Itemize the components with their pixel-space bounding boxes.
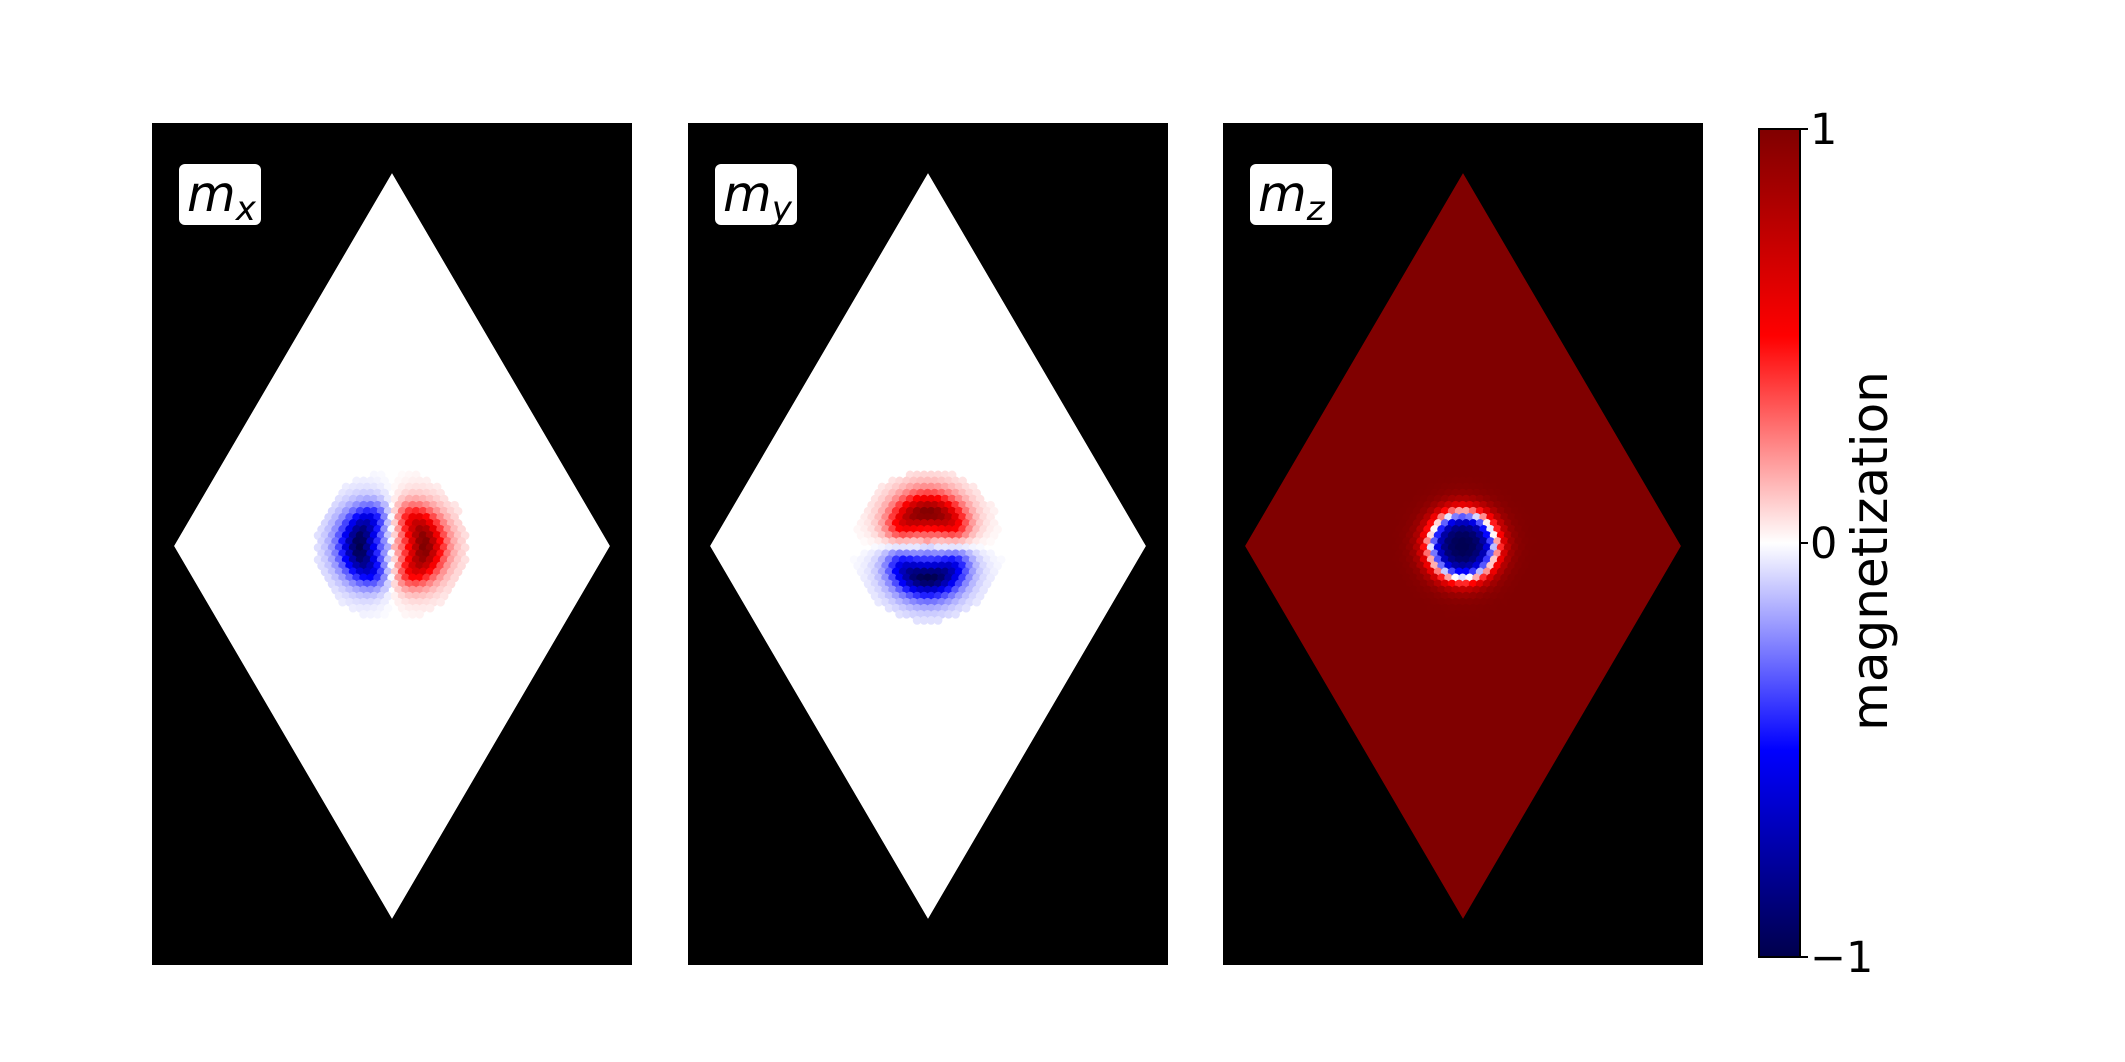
panel-label-main: m xyxy=(1258,165,1307,223)
heatmap-cell xyxy=(425,603,435,613)
heatmap-cell xyxy=(1437,609,1446,619)
heatmap-cell xyxy=(1496,603,1506,613)
heatmap-cell xyxy=(380,609,389,619)
heatmap-cell xyxy=(884,603,894,613)
heatmap-cell xyxy=(1507,597,1516,607)
heatmap-cell xyxy=(436,597,445,607)
panel-label-box xyxy=(715,164,797,225)
panels-group: mx my mz xyxy=(152,123,1703,965)
heatmap-cell xyxy=(1419,603,1429,613)
panel-label-text: mx xyxy=(187,165,257,229)
panel-my: my xyxy=(688,123,1168,965)
heatmap-cell xyxy=(366,609,375,619)
panel-label-main: m xyxy=(187,165,236,223)
heatmap-cell xyxy=(926,616,936,625)
panel-label-text: mz xyxy=(1258,165,1326,229)
panel-label-subscript: z xyxy=(1306,189,1326,229)
heatmap-cell xyxy=(338,597,347,607)
colorbar-tick-label: 1 xyxy=(1810,105,1837,155)
heatmap-cell xyxy=(1454,616,1464,625)
heatmap-cell xyxy=(1486,609,1495,619)
heatmap-cell xyxy=(961,603,971,613)
heatmap-cell xyxy=(401,609,410,619)
colorbar-tick-label: 0 xyxy=(1810,519,1837,569)
heatmap-cells-my xyxy=(710,173,1146,919)
heatmap-cell xyxy=(874,597,883,607)
heatmap-cell xyxy=(919,616,929,625)
panel-label-my: my xyxy=(715,164,797,229)
panel-label-mz: mz xyxy=(1250,164,1332,229)
heatmap-cell xyxy=(408,609,417,619)
heatmap-cell xyxy=(972,597,981,607)
panel-label-text: my xyxy=(723,165,793,229)
heatmap-cell xyxy=(895,609,904,619)
colorbar-tick-label: −1 xyxy=(1810,933,1873,983)
heatmap-cell xyxy=(1479,609,1488,619)
panel-label-mx: mx xyxy=(179,164,261,229)
heatmap-cell xyxy=(1468,616,1478,625)
panel-label-box xyxy=(179,164,261,225)
colorbar: 1 0 −1 magnetization xyxy=(1758,105,1899,983)
heatmap-cell xyxy=(933,616,943,625)
heatmap-cells-mz xyxy=(1245,173,1681,919)
heatmap-cell xyxy=(1447,616,1457,625)
heatmap-cell xyxy=(986,537,995,546)
colorbar-gradient xyxy=(1758,128,1801,958)
panel-mx: mx xyxy=(152,123,632,965)
heatmap-cell xyxy=(1430,609,1439,619)
heatmap-cell xyxy=(359,609,368,619)
panel-label-subscript: y xyxy=(771,189,793,229)
heatmap-cell xyxy=(415,609,424,619)
heatmap-cells-mx xyxy=(174,173,610,919)
heatmap-cell xyxy=(373,609,382,619)
heatmap-cell xyxy=(944,609,953,619)
heatmap-cell xyxy=(902,609,911,619)
panel-label-main: m xyxy=(723,165,772,223)
panel-mz: mz xyxy=(1223,123,1703,965)
heatmap-cell xyxy=(1409,597,1418,607)
heatmap-cell xyxy=(951,609,960,619)
heatmap-cell xyxy=(860,537,869,546)
heatmap-cell xyxy=(912,616,922,625)
colorbar-label: magnetization xyxy=(1841,371,1899,731)
heatmap-cell xyxy=(1461,616,1471,625)
heatmap-cell xyxy=(348,603,358,613)
panel-label-box xyxy=(1250,164,1332,225)
panel-label-subscript: x xyxy=(235,189,257,229)
